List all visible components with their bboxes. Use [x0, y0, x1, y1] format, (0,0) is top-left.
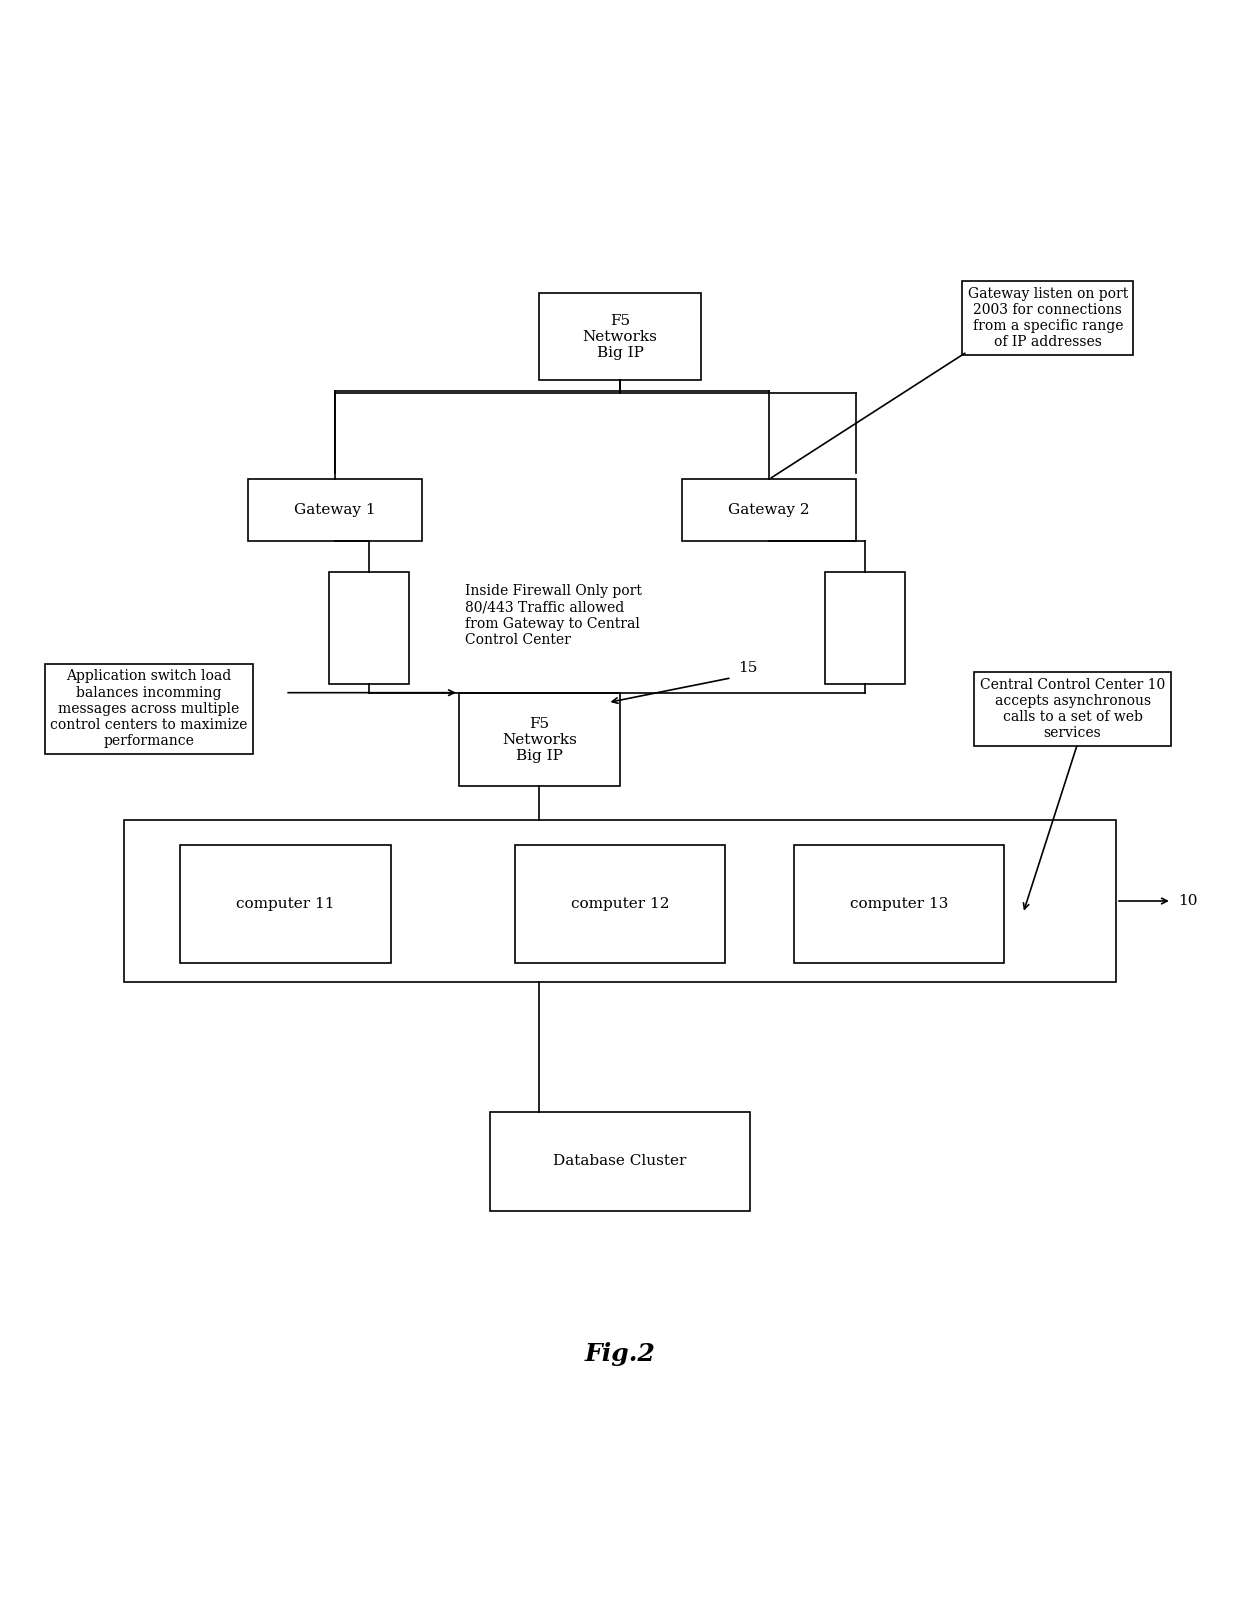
FancyBboxPatch shape: [124, 821, 1116, 981]
FancyBboxPatch shape: [825, 572, 905, 684]
Text: computer 12: computer 12: [570, 897, 670, 911]
Text: Database Cluster: Database Cluster: [553, 1154, 687, 1168]
FancyBboxPatch shape: [248, 480, 422, 541]
Text: Gateway 2: Gateway 2: [728, 504, 810, 517]
Text: Central Control Center 10
accepts asynchronous
calls to a set of web
services: Central Control Center 10 accepts asynch…: [980, 677, 1166, 740]
FancyBboxPatch shape: [180, 845, 391, 963]
FancyBboxPatch shape: [459, 693, 620, 787]
FancyBboxPatch shape: [794, 845, 1004, 963]
FancyBboxPatch shape: [515, 845, 725, 963]
Text: F5
Networks
Big IP: F5 Networks Big IP: [502, 716, 577, 763]
Text: computer 13: computer 13: [849, 897, 949, 911]
Text: Gateway 1: Gateway 1: [294, 504, 376, 517]
FancyBboxPatch shape: [682, 480, 856, 541]
FancyBboxPatch shape: [539, 294, 701, 380]
Text: Fig.2: Fig.2: [584, 1341, 656, 1366]
Text: Application switch load
balances incomming
messages across multiple
control cent: Application switch load balances incommi…: [50, 669, 248, 748]
FancyBboxPatch shape: [329, 572, 409, 684]
Text: 15: 15: [738, 661, 758, 675]
Text: Gateway listen on port
2003 for connections
from a specific range
of IP addresse: Gateway listen on port 2003 for connecti…: [967, 288, 1128, 349]
Text: F5
Networks
Big IP: F5 Networks Big IP: [583, 314, 657, 360]
FancyBboxPatch shape: [490, 1112, 750, 1210]
Text: 10: 10: [1178, 894, 1198, 908]
Text: Inside Firewall Only port
80/443 Traffic allowed
from Gateway to Central
Control: Inside Firewall Only port 80/443 Traffic…: [465, 585, 642, 646]
Text: computer 11: computer 11: [236, 897, 335, 911]
